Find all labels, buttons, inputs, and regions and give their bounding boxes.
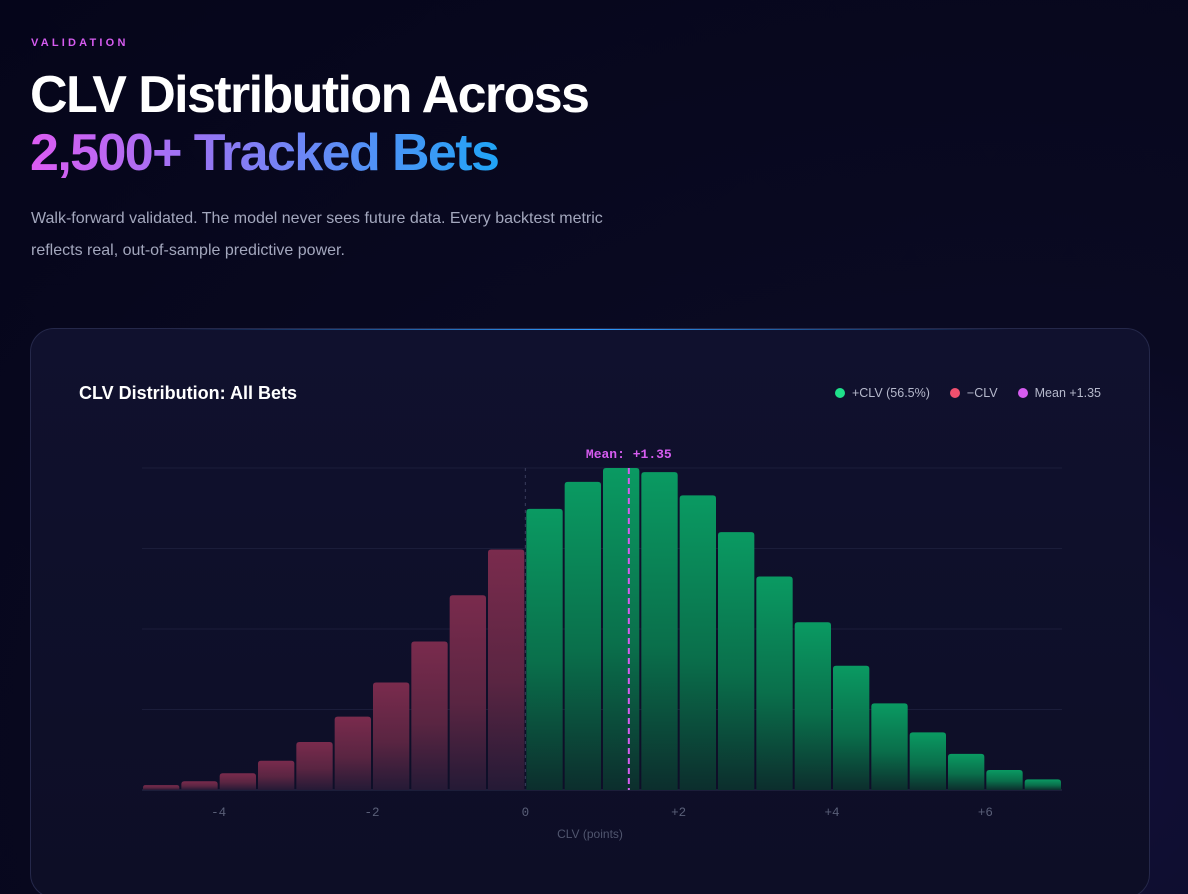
chart-legend: +CLV (56.5%) −CLV Mean +1.35	[834, 386, 1101, 400]
x-tick-label: 0	[522, 806, 530, 820]
histogram-bars	[143, 468, 1061, 790]
bar-negative-clv	[449, 595, 486, 790]
bar-positive-clv	[909, 732, 946, 790]
mean-label: Mean: +1.35	[586, 447, 672, 462]
x-axis-label: CLV (points)	[557, 827, 623, 841]
bar-negative-clv	[334, 716, 371, 790]
x-tick-label: +4	[824, 806, 839, 820]
bar-positive-clv	[641, 472, 678, 790]
headline-line-1: CLV Distribution Across	[30, 66, 590, 124]
bar-positive-clv	[526, 508, 563, 790]
legend-item-negative-clv: −CLV	[949, 386, 998, 400]
legend-item-mean: Mean +1.35	[1017, 386, 1101, 400]
bar-negative-clv	[411, 641, 448, 790]
legend-label-mean: Mean +1.35	[1034, 386, 1101, 400]
legend-item-positive-clv: +CLV (56.5%)	[834, 386, 930, 400]
bar-positive-clv	[679, 495, 716, 790]
page-headline: CLV Distribution Across 2,500+ Tracked B…	[30, 66, 590, 182]
chart-overlays	[524, 468, 630, 790]
headline-line-2: 2,500+ Tracked Bets	[30, 124, 500, 182]
bar-negative-clv	[219, 773, 256, 790]
x-tick-label: -4	[211, 806, 226, 820]
bar-positive-clv	[756, 576, 793, 790]
bar-positive-clv	[718, 532, 755, 790]
bar-positive-clv	[564, 481, 601, 790]
bar-negative-clv	[296, 742, 333, 790]
bar-negative-clv	[143, 785, 180, 790]
x-tick-label: +2	[671, 806, 686, 820]
x-tick-label: -2	[364, 806, 379, 820]
bar-positive-clv	[833, 665, 870, 790]
page-description: Walk-forward validated. The model never …	[31, 210, 603, 259]
legend-dot-negative	[949, 388, 960, 398]
grid-lines	[142, 467, 1062, 791]
bar-negative-clv	[258, 760, 295, 790]
bar-positive-clv	[1024, 779, 1061, 790]
bar-positive-clv	[986, 770, 1023, 790]
chart-title: CLV Distribution: All Bets	[79, 383, 297, 403]
legend-label-positive: +CLV (56.5%)	[851, 386, 930, 400]
bar-positive-clv	[794, 622, 831, 790]
bar-positive-clv	[871, 703, 908, 790]
card-top-glow	[171, 329, 1009, 330]
bar-positive-clv	[948, 753, 985, 790]
bar-positive-clv	[603, 468, 640, 790]
x-tick-label: +6	[978, 806, 993, 820]
bar-negative-clv	[488, 549, 525, 790]
bar-negative-clv	[181, 781, 218, 790]
x-axis-ticks: -4 -2 0 +2 +4 +6	[211, 806, 993, 820]
legend-dot-positive	[834, 388, 845, 398]
section-eyebrow: VALIDATION	[31, 37, 129, 49]
legend-dot-mean	[1017, 388, 1028, 398]
bar-negative-clv	[373, 682, 410, 790]
legend-label-negative: −CLV	[966, 386, 998, 400]
